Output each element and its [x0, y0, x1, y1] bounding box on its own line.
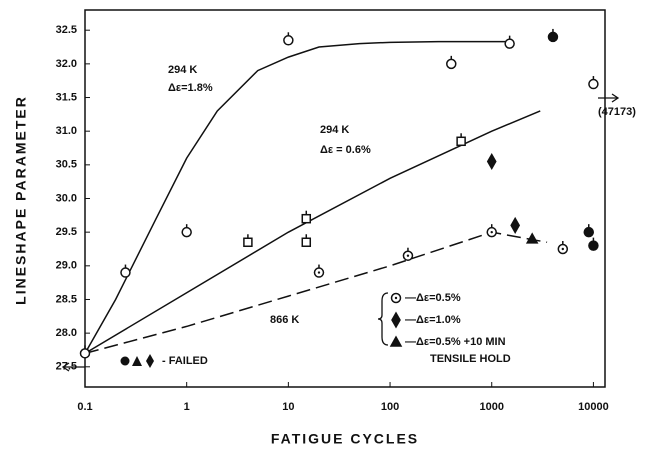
fit-curve — [84, 40, 510, 354]
marker — [486, 152, 497, 170]
fit-curve — [84, 231, 548, 355]
y-tick-label: 28.5 — [56, 293, 77, 305]
arrow — [61, 362, 85, 372]
fit-curve — [84, 110, 541, 354]
marker — [389, 335, 403, 347]
marker — [301, 237, 312, 248]
marker — [525, 232, 539, 244]
x-tick-label: 0.1 — [77, 401, 92, 413]
y-axis-label: LINESHAPE PARAMETER — [13, 95, 29, 305]
marker — [243, 237, 253, 248]
arrow — [598, 93, 620, 103]
failed-diamond — [146, 354, 154, 368]
y-tick-label: 32.5 — [56, 24, 77, 36]
annotation: Δε=1.8% — [168, 82, 213, 94]
marker — [588, 78, 599, 90]
plot-frame — [84, 9, 606, 388]
annotation: —Δε=0.5% — [405, 292, 461, 304]
x-tick-label: 10000 — [578, 401, 609, 413]
marker — [547, 31, 559, 43]
x-axis-label: FATIGUE CYCLES — [271, 431, 419, 447]
annotation: —Δε=1.0% — [405, 314, 461, 326]
annotation: 294 K — [320, 124, 349, 136]
marker — [446, 58, 457, 70]
y-tick-label: 30.5 — [56, 159, 77, 171]
marker — [588, 240, 599, 251]
x-tick-label: 1000 — [479, 401, 503, 413]
y-tick-label: 32.0 — [56, 58, 77, 70]
annotation: 294 K — [168, 64, 197, 76]
marker-dot — [406, 254, 410, 257]
annotation: 866 K — [270, 314, 299, 326]
marker — [283, 35, 294, 46]
annotation: - FAILED — [162, 355, 208, 367]
x-tick-label: 100 — [381, 401, 399, 413]
marker — [391, 311, 401, 329]
marker-dot — [490, 230, 493, 234]
y-tick-label: 29.0 — [56, 260, 77, 272]
y-tick-label: 29.5 — [56, 226, 77, 238]
annotation: Δε = 0.6% — [320, 144, 371, 156]
marker — [120, 267, 131, 278]
marker-dot — [317, 271, 321, 274]
marker — [510, 216, 521, 234]
marker-dot — [394, 296, 398, 300]
y-tick-label: 28.0 — [56, 327, 77, 339]
failed-triangle — [132, 356, 142, 366]
marker-dot — [561, 247, 565, 251]
marker — [181, 226, 192, 238]
marker — [456, 136, 466, 147]
annotation: (47173) — [598, 106, 636, 118]
y-tick-label: 31.5 — [56, 91, 77, 103]
x-tick-label: 10 — [282, 401, 294, 413]
marker — [504, 38, 515, 49]
failed-circle — [120, 356, 130, 366]
legend-brace — [377, 292, 389, 346]
marker — [583, 226, 595, 238]
marker — [79, 348, 91, 359]
y-tick-label: 31.0 — [56, 125, 77, 137]
marker — [301, 213, 312, 224]
annotation: —Δε=0.5% +10 MIN — [405, 336, 506, 348]
y-tick-label: 27.5 — [56, 361, 77, 373]
annotation: TENSILE HOLD — [430, 353, 511, 365]
y-tick-label: 30.0 — [56, 192, 77, 204]
x-tick-label: 1 — [184, 401, 190, 413]
